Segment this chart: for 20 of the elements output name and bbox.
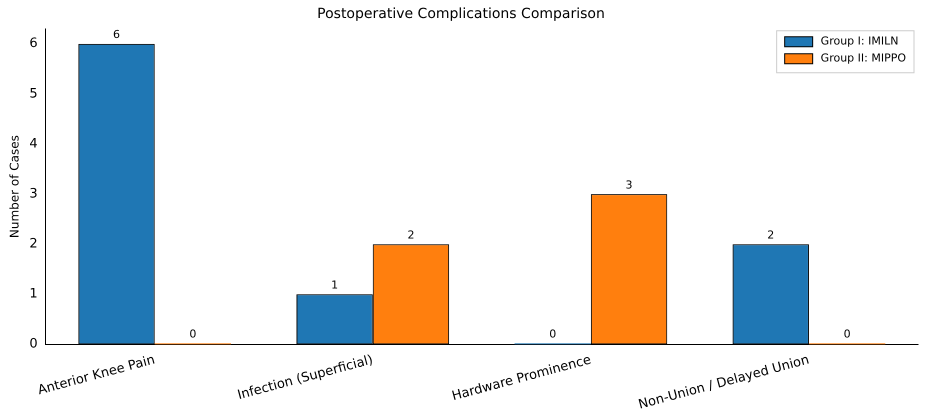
data-label: 0: [189, 328, 196, 341]
y-tick-label: 1: [29, 286, 38, 302]
y-tick-label: 6: [29, 36, 38, 52]
legend-label: Group I: IMILN: [820, 34, 898, 48]
data-label: 6: [113, 28, 120, 42]
y-tick-label: 4: [29, 136, 38, 152]
data-label: 2: [767, 228, 774, 242]
y-tick-label: 5: [29, 86, 38, 102]
data-label: 1: [331, 278, 338, 292]
data-label: 0: [844, 328, 851, 341]
data-label: 0: [549, 328, 556, 341]
data-label: 2: [407, 228, 414, 242]
y-tick-label: 0: [29, 336, 38, 352]
y-tick-label: 3: [29, 186, 38, 202]
y-tick-label: 2: [29, 236, 38, 252]
data-label: 3: [626, 178, 633, 192]
chart-title: Postoperative Complications Comparison: [317, 6, 605, 22]
x-tick-label: Anterior Knee Pain: [36, 352, 157, 398]
y-axis-title: Number of Cases: [7, 135, 22, 238]
legend-label: Group II: MIPPO: [820, 52, 906, 65]
